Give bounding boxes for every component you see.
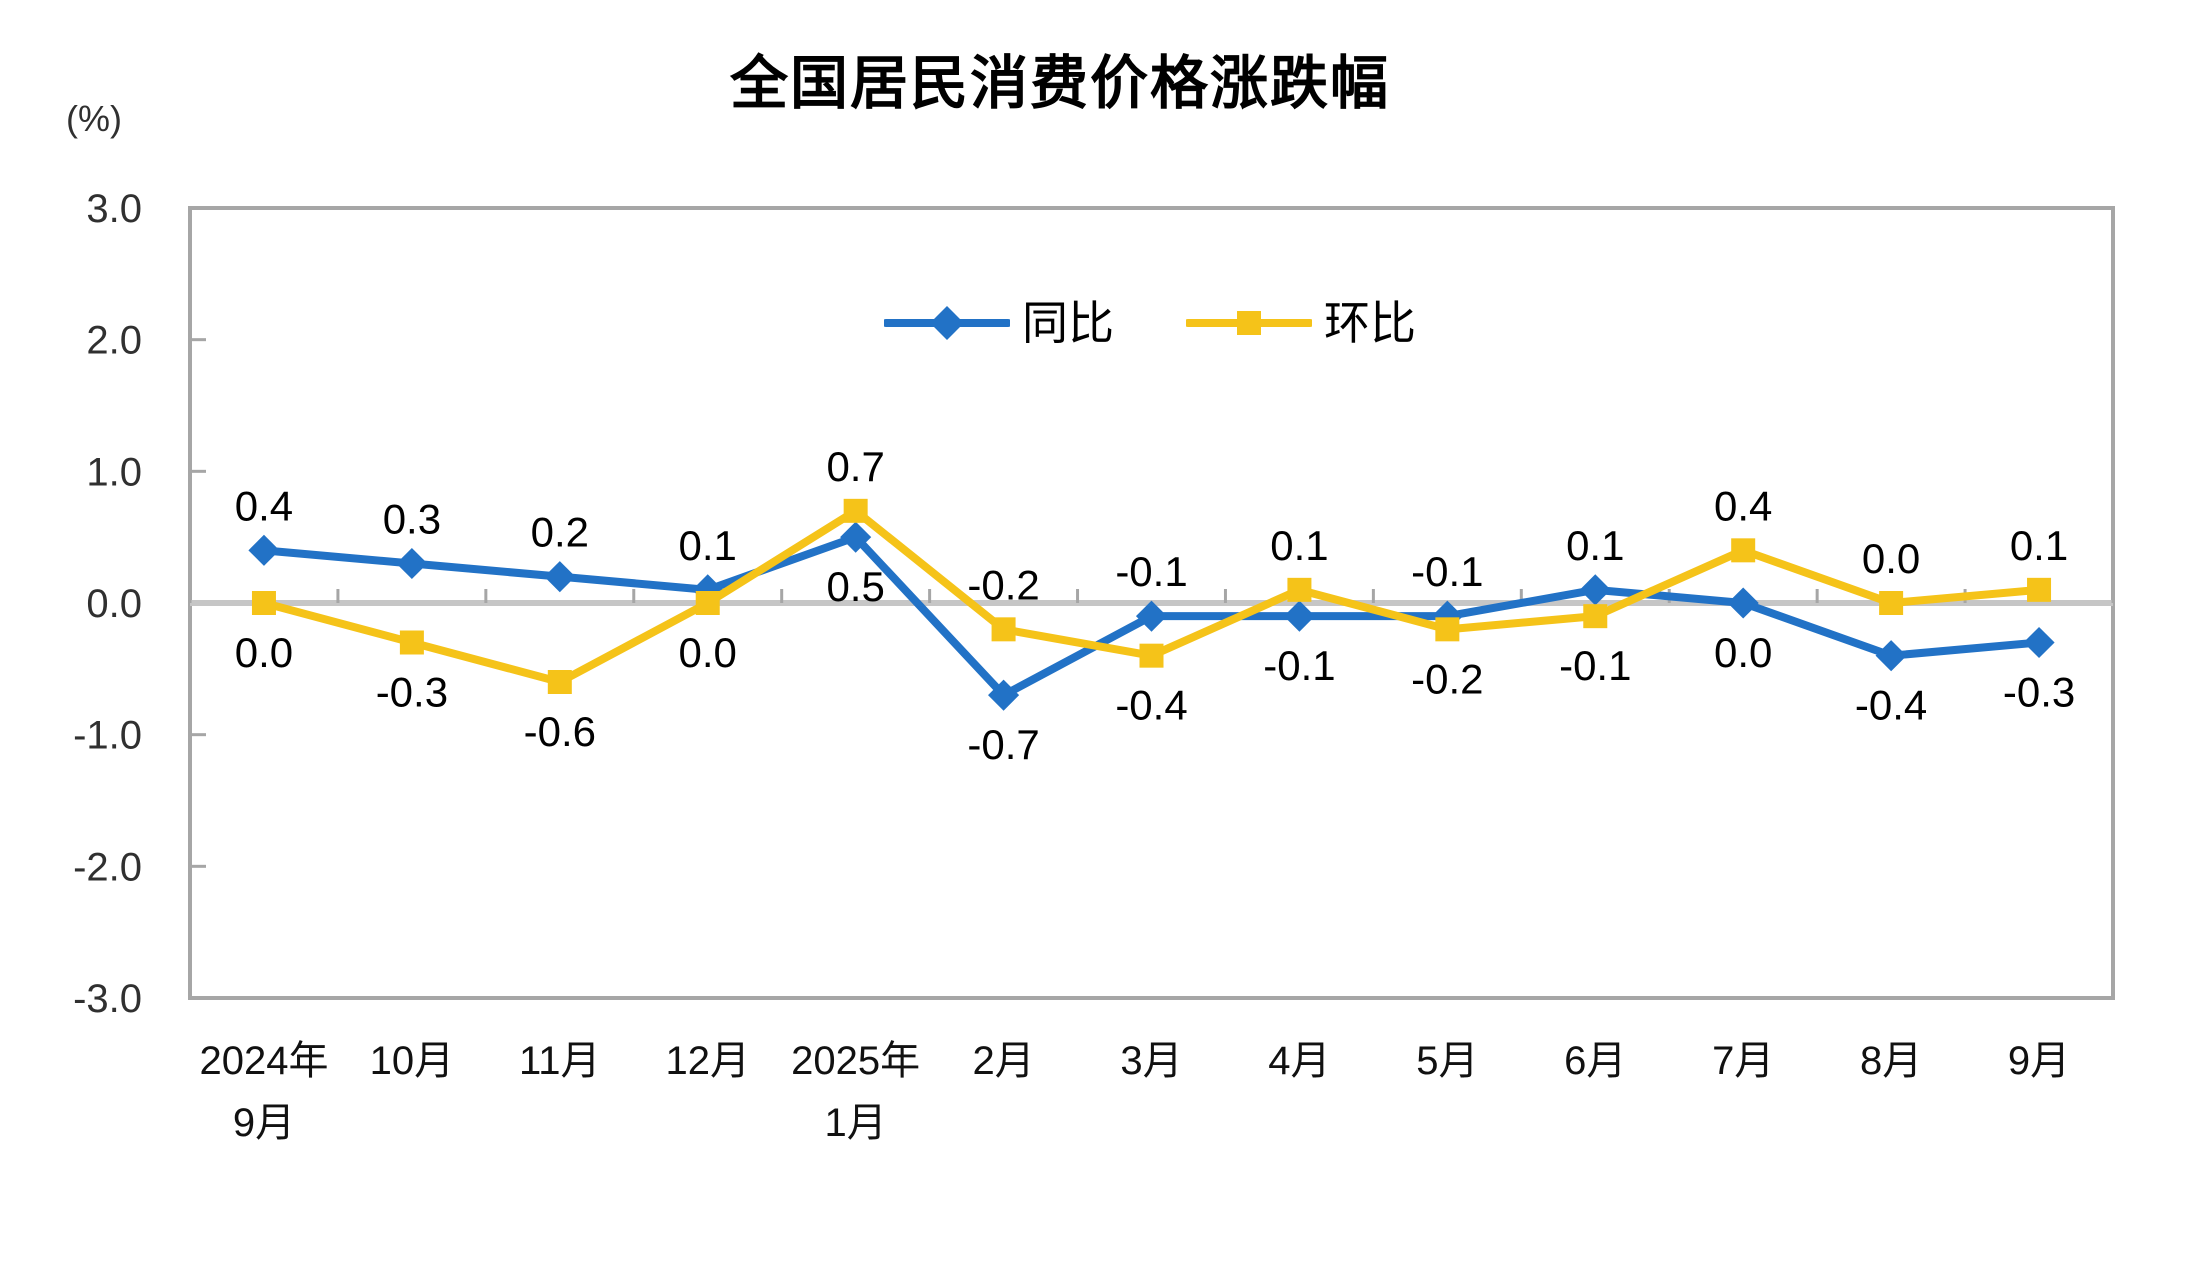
data-label-mom: -0.3 (376, 669, 448, 716)
data-label-mom: 0.0 (235, 629, 293, 676)
square-marker-icon (1237, 311, 1261, 335)
data-label-mom: -0.4 (1115, 682, 1187, 729)
data-point-mom (843, 498, 868, 523)
y-axis-unit-label: (%) (66, 98, 122, 139)
x-axis-label: 12月 (665, 1039, 750, 1083)
legend-label-mom: 环比 (1324, 297, 1416, 349)
data-point-mom (1435, 617, 1460, 642)
y-axis-label: -2.0 (73, 845, 142, 889)
data-label-mom: -0.1 (1559, 642, 1631, 689)
data-label-yoy: 0.5 (826, 563, 884, 610)
data-label-yoy: 0.1 (679, 522, 737, 569)
y-axis-label: -1.0 (73, 714, 142, 758)
data-label-mom: 0.1 (2010, 522, 2068, 569)
data-point-yoy (396, 547, 428, 580)
data-label-yoy: 0.3 (383, 496, 441, 543)
legend-label-yoy: 同比 (1022, 297, 1114, 349)
data-point-mom (2027, 577, 2052, 602)
data-point-mom (695, 591, 720, 615)
data-point-mom (1583, 604, 1608, 629)
y-axis-label: 3.0 (86, 187, 142, 231)
x-axis-label: 4月 (1268, 1039, 1330, 1083)
x-axis-label: 9月 (2008, 1039, 2070, 1083)
data-label-yoy: -0.1 (1411, 548, 1483, 595)
y-axis-label: 0.0 (86, 582, 142, 626)
y-axis-label: 1.0 (86, 450, 142, 494)
data-label-yoy: 0.4 (235, 482, 293, 529)
x-axis-label: 2025年 (791, 1039, 920, 1083)
legend-item-yoy: 同比 (884, 300, 1114, 346)
data-label-yoy: 0.2 (531, 509, 589, 556)
x-axis-label: 5月 (1416, 1039, 1478, 1083)
data-label-mom: 0.7 (826, 443, 884, 490)
data-label-mom: -0.6 (524, 708, 596, 755)
x-axis-label: 3月 (1120, 1039, 1182, 1083)
y-axis-label: 2.0 (86, 319, 142, 363)
data-point-mom (1139, 643, 1164, 668)
data-label-yoy: -0.7 (967, 721, 1039, 768)
diamond-marker-icon (930, 306, 964, 340)
x-axis-label: 11月 (519, 1039, 601, 1083)
data-point-mom (1731, 538, 1756, 563)
legend-item-mom: 环比 (1186, 300, 1416, 346)
data-label-yoy: -0.3 (2003, 669, 2075, 716)
data-label-yoy: -0.1 (1115, 548, 1187, 595)
data-label-yoy: 0.0 (1714, 629, 1772, 676)
mom-swatch (1186, 311, 1312, 335)
x-axis-label: 2024年 (199, 1039, 328, 1083)
data-label-mom: 0.4 (1714, 482, 1772, 529)
data-label-mom: -0.2 (967, 561, 1039, 608)
x-axis-label: 9月 (233, 1101, 295, 1145)
x-axis-label: 6月 (1564, 1039, 1626, 1083)
x-axis-label: 10月 (370, 1039, 455, 1083)
data-label-yoy: 0.1 (1566, 522, 1624, 569)
x-axis-label: 1月 (825, 1101, 887, 1145)
data-point-mom (251, 591, 276, 615)
data-label-mom: 0.0 (679, 629, 737, 676)
data-point-mom (547, 670, 572, 694)
data-label-yoy: -0.1 (1263, 642, 1335, 689)
x-axis-label: 7月 (1712, 1039, 1774, 1083)
data-label-mom: -0.2 (1411, 655, 1483, 702)
yoy-swatch (884, 306, 1010, 340)
data-label-mom: 0.0 (1862, 535, 1920, 582)
y-axis-label: -3.0 (73, 977, 142, 1021)
data-label-yoy: -0.4 (1855, 682, 1927, 729)
data-point-mom (1287, 577, 1312, 602)
x-axis-label: 8月 (1860, 1039, 1922, 1083)
legend: 同比 环比 (884, 300, 1416, 346)
data-point-mom (1879, 591, 1904, 615)
data-label-mom: 0.1 (1270, 522, 1328, 569)
chart-title: 全国居民消费价格涨跌幅 (729, 51, 1391, 116)
data-point-mom (991, 617, 1016, 642)
data-point-mom (399, 630, 424, 655)
x-axis-label: 2月 (972, 1039, 1034, 1083)
